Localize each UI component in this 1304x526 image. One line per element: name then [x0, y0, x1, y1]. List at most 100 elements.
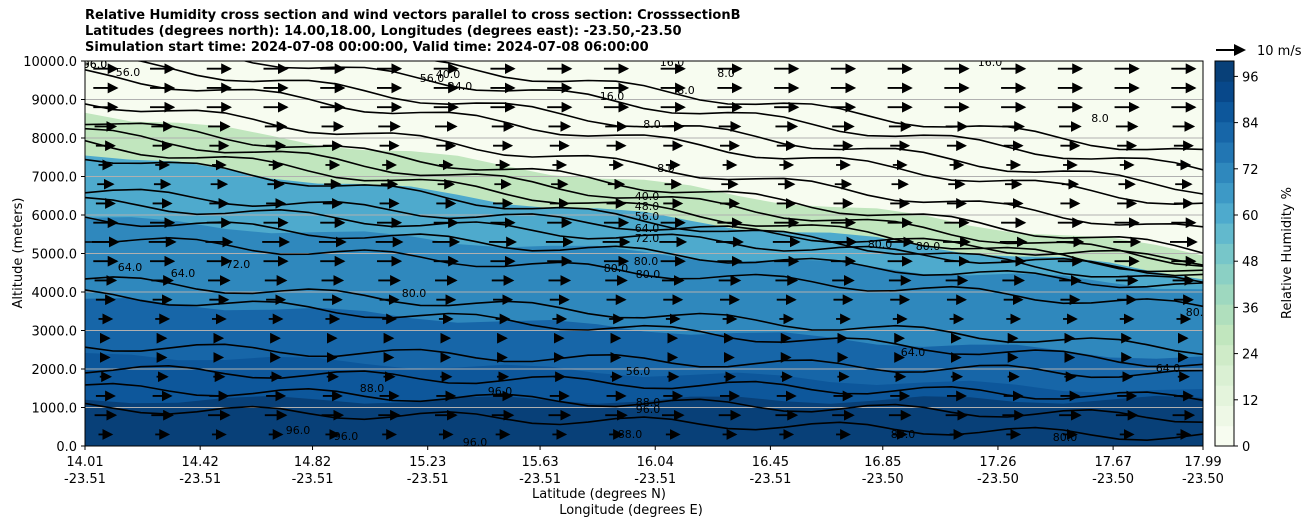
x-tick-label-lat: 17.99: [1184, 455, 1221, 470]
contour-label: 88.0: [360, 382, 385, 395]
colorbar-segment: [1215, 81, 1234, 103]
colorbar-tick-label: 48: [1242, 255, 1259, 270]
colorbar-tick-label: 0: [1242, 440, 1250, 455]
contour-label: 80.0: [636, 268, 661, 281]
contour-label: 80.0: [634, 255, 659, 268]
colorbar-segment: [1215, 101, 1234, 123]
contour-line: [85, 127, 1203, 267]
contour-label: 8.0: [643, 118, 661, 131]
contour-label: 96.0: [286, 424, 311, 437]
colorbar-label: Relative Humidity %: [1280, 187, 1295, 319]
contour-label: 64.0: [171, 267, 196, 280]
contour-label: 64.0: [635, 222, 660, 235]
y-tick-label: 5000.0: [32, 248, 78, 263]
contour-label: 56.0: [420, 72, 445, 85]
x-axis-label-2: Longitude (degrees E): [559, 503, 703, 518]
colorbar-segment: [1215, 243, 1234, 265]
contour-label: 56.0: [626, 365, 651, 378]
colorbar-segment: [1215, 304, 1234, 325]
contour-line: [85, 139, 1203, 273]
y-tick-label: 6000.0: [32, 209, 78, 224]
x-tick-label-lat: 16.04: [637, 455, 674, 470]
colorbar: 0 12 24 36 48 60 72 84 96: [1214, 60, 1259, 455]
contour-label: 72.0: [226, 258, 251, 271]
contour-line: [85, 402, 1203, 442]
colorbar-segment: [1215, 162, 1234, 184]
contour-label: 80.0: [916, 240, 941, 253]
contour-label: 8.0: [1091, 112, 1109, 125]
y-tick-label: 9000.0: [32, 94, 78, 109]
x-tick-label-lon: -23.50: [1182, 472, 1224, 487]
contour-label: 96.0: [83, 58, 108, 71]
y-tick-label: 0.0: [56, 440, 77, 455]
x-tick-label-lon: -23.51: [519, 472, 561, 487]
y-axis: 0.0 1000.0 2000.0 3000.0 4000.0 5000.0 6000.0 7…: [23, 55, 85, 455]
colorbar-segment: [1215, 121, 1234, 143]
colorbar-segment: [1215, 202, 1234, 224]
x-tick-label-lat: 16.45: [752, 455, 789, 470]
contour-label: 56.0: [116, 66, 141, 79]
x-tick-label-lon: -23.51: [634, 472, 676, 487]
x-tick-label-lon: -23.50: [977, 472, 1019, 487]
colorbar-segment: [1215, 61, 1234, 82]
colorbar-tick-label: 96: [1242, 70, 1259, 85]
x-tick-label-lon: -23.51: [64, 472, 106, 487]
contour-label: 80.0: [604, 262, 629, 275]
colorbar-tick-label: 60: [1242, 209, 1259, 224]
colorbar-segment: [1215, 344, 1234, 366]
y-axis-label: Altitude (meters): [11, 198, 26, 309]
contour-label: 16.0: [660, 56, 685, 69]
contour-label: 64.0: [901, 346, 926, 359]
contour-label: 56.0: [83, 58, 108, 71]
colorbar-frame: [1214, 60, 1235, 447]
colorbar-segment: [1215, 405, 1234, 427]
contour-label: 80.0: [402, 287, 427, 300]
x-tick-label-lon: -23.50: [862, 472, 904, 487]
contour-line: [133, 61, 1203, 195]
colorbar-tick-label: 36: [1242, 301, 1259, 316]
y-tick-label: 2000.0: [32, 363, 78, 378]
title-line-3: Simulation start time: 2024-07-08 00:00:…: [85, 40, 649, 55]
contour-label: 8.0: [657, 162, 675, 175]
colorbar-tick-label: 24: [1242, 348, 1259, 363]
contour-labels: 56.0 56.0 56.0 40.0 24.0 16.0 16.0 8.0 8.0 8.0 8.0…: [83, 56, 1203, 446]
x-axis-label: Latitude (degrees N): [532, 487, 666, 502]
colorbar-tick-label: 84: [1242, 117, 1259, 132]
contour-line: [85, 216, 1203, 289]
colorbar-segment: [1215, 425, 1234, 447]
wind-legend-label: 10 m/s: [1257, 44, 1302, 59]
contour-label: 64.0: [1156, 362, 1181, 375]
contour-label: 96.0: [636, 403, 661, 416]
contour-label: 96.0: [334, 430, 359, 443]
colorbar-segment: [1215, 385, 1234, 406]
contour-line: [85, 188, 1203, 266]
colorbar-segment: [1215, 324, 1234, 346]
title-line-1: Relative Humidity cross section and wind…: [85, 8, 741, 23]
x-tick-label-lat: 14.42: [182, 455, 219, 470]
colorbar-tick-label: 72: [1242, 163, 1259, 178]
contour-label: 24.0: [448, 80, 473, 93]
colorbar-segment: [1215, 263, 1234, 285]
colorbar-segment: [1215, 364, 1234, 386]
x-tick-label-lon: -23.51: [179, 472, 221, 487]
x-tick-label-lon: -23.51: [407, 472, 449, 487]
y-tick-label: 4000.0: [32, 286, 78, 301]
contour-label: 80.0: [868, 238, 893, 251]
contour-label: 56.0: [635, 210, 660, 223]
colorbar-segment: [1215, 142, 1234, 163]
contour-label: 64.0: [118, 261, 143, 274]
title-line-2: Latitudes (degrees north): 14.00,18.00, …: [85, 24, 682, 39]
contour-label: 8.0: [677, 84, 695, 97]
contour-label: 16.0: [600, 90, 625, 103]
colorbar-segment: [1215, 223, 1234, 244]
y-tick-label: 1000.0: [32, 402, 78, 417]
contour-label: 72.0: [635, 232, 660, 245]
y-tick-label: 7000.0: [32, 171, 78, 186]
x-tick-label-lat: 14.82: [294, 455, 331, 470]
y-tick-label: 8000.0: [32, 132, 78, 147]
x-tick-label-lat: 17.67: [1095, 455, 1132, 470]
x-tick-label-lat: 15.63: [521, 455, 558, 470]
x-tick-label-lat: 17.26: [979, 455, 1016, 470]
y-tick-label: 3000.0: [32, 325, 78, 340]
colorbar-tick-label: 12: [1242, 394, 1259, 409]
